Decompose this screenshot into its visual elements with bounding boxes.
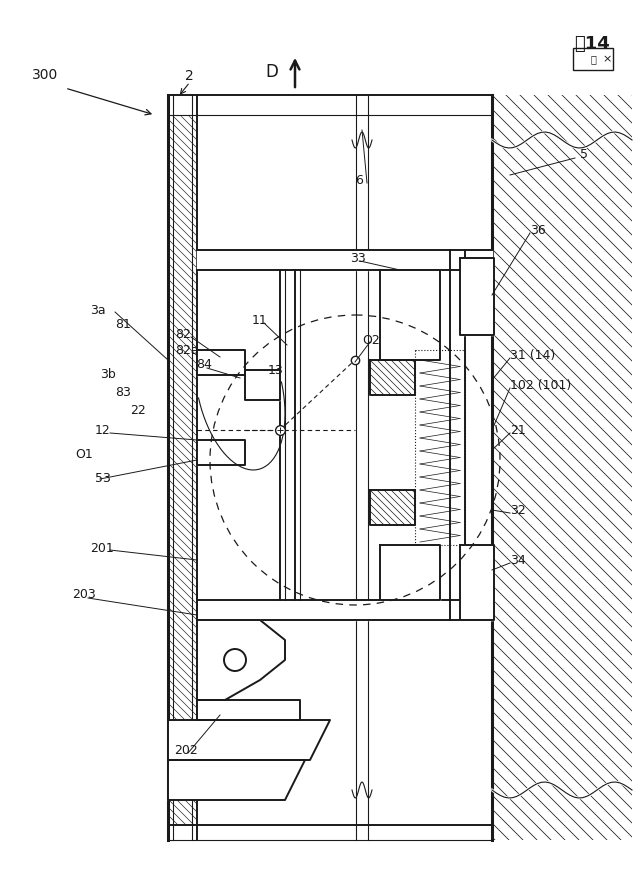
Text: 図14: 図14 xyxy=(574,35,610,53)
Polygon shape xyxy=(197,440,245,465)
Polygon shape xyxy=(197,600,492,620)
Polygon shape xyxy=(380,545,440,600)
Text: 13: 13 xyxy=(268,364,284,377)
Polygon shape xyxy=(197,250,492,270)
Text: 203: 203 xyxy=(72,589,96,602)
Text: O1: O1 xyxy=(75,449,93,462)
Text: 33: 33 xyxy=(350,251,365,265)
Polygon shape xyxy=(168,95,492,115)
Bar xyxy=(573,48,613,70)
Text: 21: 21 xyxy=(510,423,525,436)
Polygon shape xyxy=(168,760,305,800)
Polygon shape xyxy=(370,490,415,525)
Polygon shape xyxy=(197,700,300,720)
Text: 84: 84 xyxy=(196,358,212,371)
Polygon shape xyxy=(356,95,368,840)
Text: 11: 11 xyxy=(252,314,268,327)
Text: 3a: 3a xyxy=(90,303,106,316)
Text: 12: 12 xyxy=(95,423,111,436)
Polygon shape xyxy=(168,825,492,840)
Text: ×: × xyxy=(602,54,612,64)
Text: 102 (101): 102 (101) xyxy=(510,378,572,392)
Text: 2: 2 xyxy=(185,69,194,83)
Text: 53: 53 xyxy=(95,471,111,484)
Text: 図: 図 xyxy=(590,54,596,64)
Polygon shape xyxy=(492,95,632,840)
Text: 202: 202 xyxy=(174,744,198,757)
Text: 300: 300 xyxy=(32,68,58,82)
Polygon shape xyxy=(380,270,440,360)
Text: 6: 6 xyxy=(355,173,363,187)
Text: 83: 83 xyxy=(115,386,131,399)
Polygon shape xyxy=(460,545,494,620)
Text: 82a: 82a xyxy=(175,343,198,357)
Text: 81: 81 xyxy=(115,319,131,331)
Polygon shape xyxy=(168,95,197,840)
Polygon shape xyxy=(460,258,494,335)
Polygon shape xyxy=(197,350,245,375)
Text: 31 (14): 31 (14) xyxy=(510,349,556,362)
Polygon shape xyxy=(168,720,330,760)
Polygon shape xyxy=(245,370,280,400)
Text: 34: 34 xyxy=(510,554,525,567)
Text: 201: 201 xyxy=(90,541,114,555)
Polygon shape xyxy=(370,360,415,395)
Text: O2: O2 xyxy=(362,334,380,347)
Text: 22: 22 xyxy=(130,404,146,416)
Polygon shape xyxy=(415,350,465,545)
Text: 3b: 3b xyxy=(100,369,116,382)
Polygon shape xyxy=(197,590,285,700)
Text: 36: 36 xyxy=(530,223,546,237)
Text: 5: 5 xyxy=(580,149,588,161)
Text: 32: 32 xyxy=(510,504,525,517)
Text: 82: 82 xyxy=(175,328,191,342)
Text: D: D xyxy=(265,63,278,81)
